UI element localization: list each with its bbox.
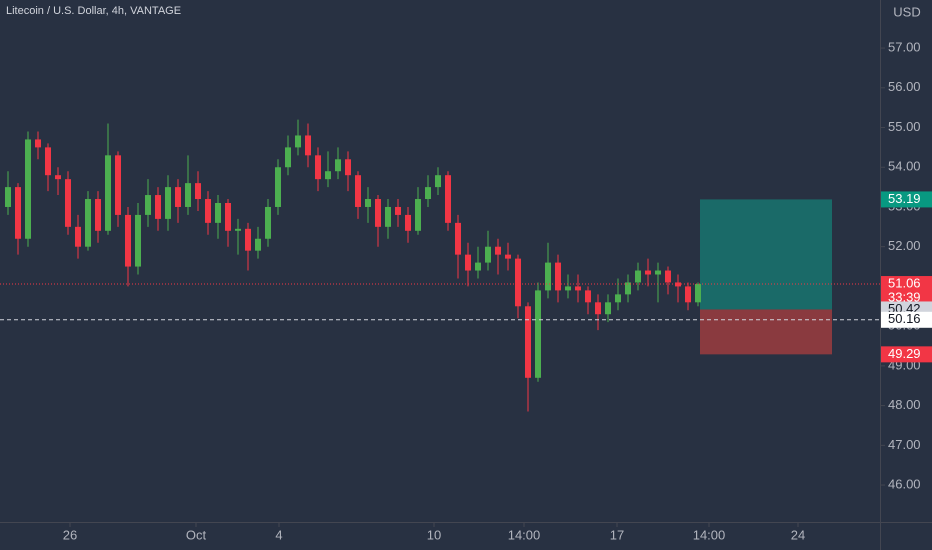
candle-body [505, 254, 511, 259]
candle-body [45, 147, 51, 176]
candle-body [35, 139, 41, 148]
price-badge [881, 276, 932, 307]
candle-body [575, 286, 581, 291]
candle-body [625, 282, 631, 295]
profit-zone [700, 199, 832, 310]
candle-body [525, 306, 531, 378]
candle-body [635, 270, 641, 283]
candle-body [615, 294, 621, 303]
candle-body [695, 284, 701, 303]
candle-body [135, 214, 141, 267]
y-tick-label: 56.00 [888, 79, 921, 94]
x-tick-label: 24 [791, 527, 805, 542]
y-tick-label: 47.00 [888, 437, 921, 452]
y-tick-label: 52.00 [888, 238, 921, 253]
candle-body [265, 206, 271, 239]
candle-body [275, 167, 281, 207]
y-tick-label: 54.00 [888, 159, 921, 174]
candle-body [95, 199, 101, 231]
candle-body [355, 175, 361, 207]
candle-body [115, 155, 121, 215]
x-tick-label: Oct [186, 527, 207, 542]
x-tick-label: 14:00 [693, 527, 726, 542]
price-badge-label: 49.29 [888, 346, 921, 361]
candle-body [225, 203, 231, 231]
candle-body [15, 187, 21, 239]
candle-body [365, 199, 371, 207]
candle-body [315, 155, 321, 180]
price-badge [881, 191, 932, 208]
x-tick-label: 17 [610, 527, 624, 542]
y-tick-label: 55.00 [888, 119, 921, 134]
candle-body [155, 195, 161, 219]
candle-body [105, 155, 111, 231]
x-tick-label: 10 [427, 527, 441, 542]
candle-body [655, 270, 661, 275]
candle-body [405, 214, 411, 231]
candle-body [495, 246, 501, 255]
candle-body [395, 206, 401, 215]
loss-zone [700, 309, 832, 355]
candle-body [195, 183, 201, 200]
candle-body [545, 262, 551, 291]
candle-body [665, 270, 671, 283]
candle-body [175, 187, 181, 207]
candle-body [465, 254, 471, 271]
y-tick-label: 57.00 [888, 40, 921, 55]
candle-body [65, 179, 71, 227]
candle-body [245, 228, 251, 251]
candle-body [385, 206, 391, 227]
candle-body [645, 270, 651, 275]
candle-body [445, 175, 451, 223]
price-badge [881, 346, 932, 363]
x-tick-label: 14:00 [508, 527, 541, 542]
price-badge-label: 50.16 [888, 311, 921, 326]
price-badge-label: 51.06 [888, 275, 921, 290]
candle-body [485, 246, 491, 263]
candle-body [125, 214, 131, 267]
x-tick-label: 4 [275, 527, 282, 542]
candle-body [165, 187, 171, 219]
price-badge-label: 53.19 [888, 191, 921, 206]
candle-body [555, 262, 561, 291]
candle-body [55, 175, 61, 180]
candle-body [605, 302, 611, 315]
candle-body [305, 135, 311, 156]
candle-body [595, 302, 601, 315]
candle-body [205, 199, 211, 223]
candle-body [145, 195, 151, 215]
candle-body [5, 187, 11, 207]
candle-body [565, 286, 571, 291]
candle-body [375, 199, 381, 227]
candle-body [415, 199, 421, 231]
currency-label: USD [893, 4, 920, 19]
candle-body [345, 159, 351, 176]
price-badge [881, 311, 932, 328]
y-tick-label: 48.00 [888, 397, 921, 412]
candle-body [325, 171, 331, 180]
candle-body [25, 139, 31, 239]
candle-body [455, 222, 461, 255]
candle-body [75, 226, 81, 247]
candle-body [185, 183, 191, 207]
candle-body [475, 262, 481, 271]
candle-body [255, 238, 261, 251]
candle-body [295, 135, 301, 148]
countdown-label: 33:39 [888, 289, 921, 304]
x-tick-label: 26 [63, 527, 77, 542]
y-tick-label: 46.00 [888, 476, 921, 491]
candle-body [685, 286, 691, 303]
chart-title: Litecoin / U.S. Dollar, 4h, VANTAGE [6, 5, 181, 17]
candle-body [335, 159, 341, 172]
candle-body [425, 187, 431, 200]
candle-body [85, 199, 91, 247]
candle-body [435, 175, 441, 188]
candle-body [535, 290, 541, 378]
candle-body [515, 258, 521, 307]
candle-body [585, 290, 591, 303]
candle-body [285, 147, 291, 168]
candle-body [215, 203, 221, 223]
candle-body [235, 228, 241, 231]
